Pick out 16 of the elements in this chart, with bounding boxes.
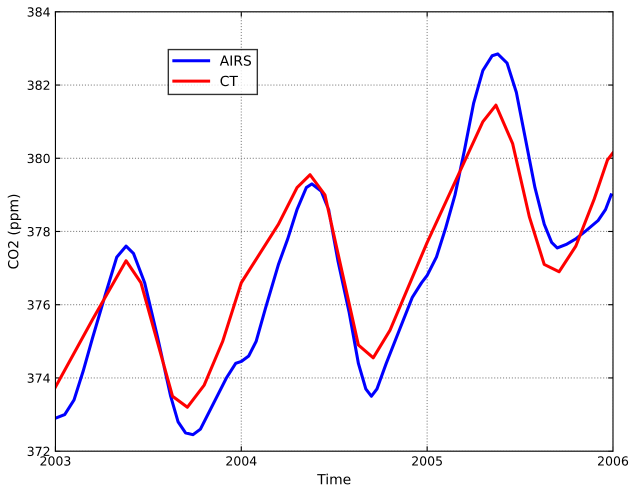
- x-tick-label: 2003: [40, 456, 70, 466]
- y-tick-label: 376: [28, 300, 50, 310]
- x-tick-label: 2005: [412, 456, 442, 466]
- y-tick-label: 372: [28, 446, 50, 456]
- legend-label: AIRS: [220, 55, 251, 66]
- x-tick-label: 2004: [226, 456, 256, 466]
- y-tick-label: 380: [28, 154, 50, 164]
- legend-label: CT: [220, 76, 238, 86]
- y-tick-label: 382: [28, 80, 50, 90]
- y-axis-title: CO2 (ppm): [8, 194, 22, 269]
- y-tick-label: 384: [28, 7, 50, 17]
- line-series: [55, 104, 613, 409]
- y-tick-label: 378: [28, 226, 50, 236]
- y-tick-label: 374: [28, 373, 50, 383]
- x-tick-label: 2006: [598, 456, 628, 466]
- x-axis-title: Time: [317, 474, 350, 484]
